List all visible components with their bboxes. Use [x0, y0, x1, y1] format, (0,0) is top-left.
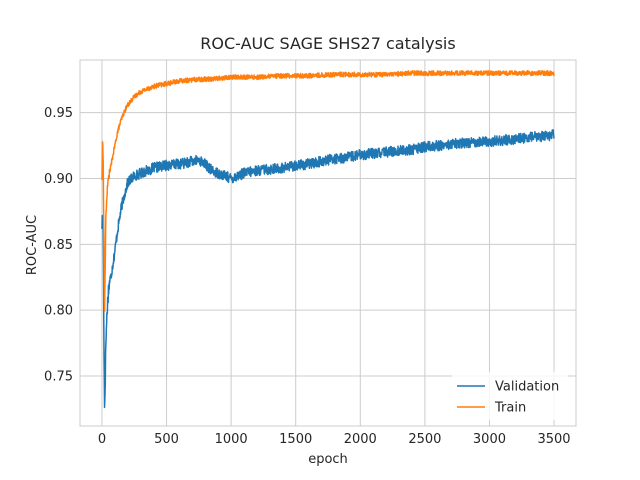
legend: Validation Train [452, 372, 568, 420]
y-axis-label: ROC-AUC [25, 215, 40, 275]
x-tick-label: 1000 [215, 432, 248, 447]
x-tick-label: 500 [154, 432, 179, 447]
series-line-train [101, 70, 555, 313]
x-tick-label: 0 [98, 432, 106, 447]
x-tick-label: 2500 [408, 432, 441, 447]
series-layer [101, 70, 555, 409]
legend-label: Validation [495, 380, 559, 395]
y-tick-label: 0.75 [44, 369, 73, 384]
y-tick-label: 0.95 [44, 106, 73, 121]
series-line-validation [101, 129, 555, 409]
x-tick-label: 3000 [473, 432, 506, 447]
x-tick-label: 3500 [537, 432, 570, 447]
legend-box [452, 372, 568, 420]
x-tick-label: 1500 [279, 432, 312, 447]
x-tick-label: 2000 [344, 432, 377, 447]
y-tick-label: 0.80 [44, 304, 73, 319]
legend-label: Train [494, 401, 526, 416]
grid [80, 60, 576, 426]
y-tick-label: 0.85 [44, 238, 73, 253]
plot-frame [79, 59, 577, 427]
chart-title: ROC-AUC SAGE SHS27 catalysis [200, 34, 455, 53]
x-axis-label: epoch [308, 452, 348, 467]
y-tick-label: 0.90 [44, 172, 73, 187]
tick-labels: 0 500 1000 1500 2000 2500 3000 3500 0.75 0.80 0.85… [44, 106, 571, 447]
